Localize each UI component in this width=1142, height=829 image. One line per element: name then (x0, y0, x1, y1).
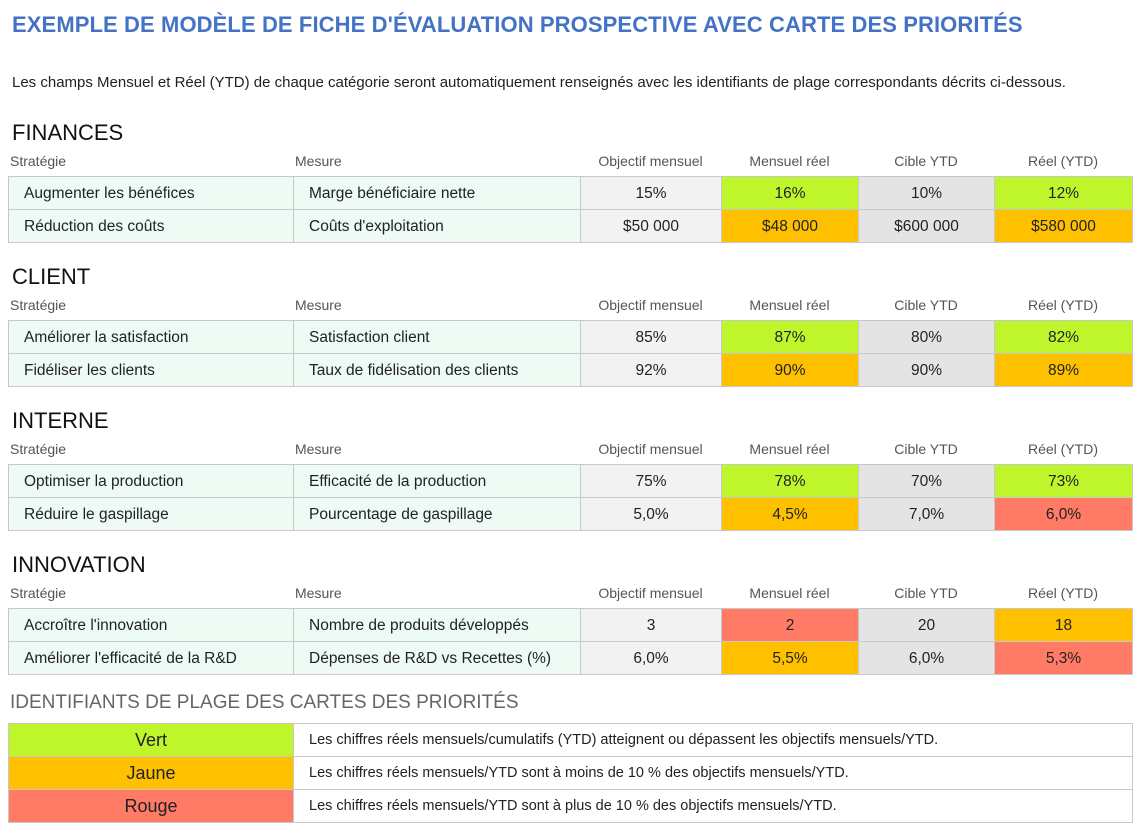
table-cell: $48 000 (721, 209, 859, 243)
table-cell: 6,0% (994, 497, 1133, 531)
legend-description: Les chiffres réels mensuels/YTD sont à p… (293, 789, 1133, 823)
table-cell: Améliorer la satisfaction (8, 320, 294, 354)
table-cell: 75% (580, 464, 722, 498)
table-cell: 78% (721, 464, 859, 498)
column-header: Réel (YTD) (1027, 297, 1098, 313)
section-title: FINANCES (12, 120, 124, 145)
table-cell: 80% (858, 320, 995, 354)
table-cell: Satisfaction client (293, 320, 581, 354)
column-header: Stratégie (10, 585, 67, 601)
table-cell: 3 (580, 608, 722, 642)
table-cell: 70% (858, 464, 995, 498)
table-cell: 82% (994, 320, 1133, 354)
table-cell: 92% (580, 353, 722, 387)
table-cell: Marge bénéficiaire nette (293, 176, 581, 210)
description: Les champs Mensuel et Réel (YTD) de chaq… (12, 74, 1066, 91)
column-header: Objectif mensuel (598, 441, 703, 457)
table-cell: Fidéliser les clients (8, 353, 294, 387)
table-cell: 4,5% (721, 497, 859, 531)
table-cell: 7,0% (858, 497, 995, 531)
table-cell: Optimiser la production (8, 464, 294, 498)
table-cell: Pourcentage de gaspillage (293, 497, 581, 531)
table-cell: 15% (580, 176, 722, 210)
table-cell: 6,0% (858, 641, 995, 675)
column-header: Mensuel réel (749, 441, 830, 457)
column-header: Objectif mensuel (598, 585, 703, 601)
legend-description: Les chiffres réels mensuels/cumulatifs (… (293, 723, 1133, 757)
title: EXEMPLE DE MODÈLE DE FICHE D'ÉVALUATION … (12, 12, 1023, 37)
section-title: CLIENT (12, 264, 91, 289)
table-cell: 73% (994, 464, 1133, 498)
table-cell: 89% (994, 353, 1133, 387)
table-cell: 5,3% (994, 641, 1133, 675)
section-title: INTERNE (12, 408, 109, 433)
column-header: Objectif mensuel (598, 297, 703, 313)
column-header: Objectif mensuel (598, 153, 703, 169)
section-title: INNOVATION (12, 552, 146, 577)
table-cell: Coûts d'exploitation (293, 209, 581, 243)
table-cell: 85% (580, 320, 722, 354)
legend-title: IDENTIFIANTS DE PLAGE DES CARTES DES PRI… (10, 692, 519, 713)
table-cell: Efficacité de la production (293, 464, 581, 498)
column-header: Mensuel réel (749, 153, 830, 169)
table-cell: Augmenter les bénéfices (8, 176, 294, 210)
column-header: Stratégie (10, 441, 67, 457)
table-cell: 6,0% (580, 641, 722, 675)
table-cell: Nombre de produits développés (293, 608, 581, 642)
table-cell: 2 (721, 608, 859, 642)
table-cell: 20 (858, 608, 995, 642)
table-cell: 18 (994, 608, 1133, 642)
table-cell: Dépenses de R&D vs Recettes (%) (293, 641, 581, 675)
table-cell: Réduction des coûts (8, 209, 294, 243)
column-header: Cible YTD (894, 585, 958, 601)
table-cell: 5,5% (721, 641, 859, 675)
legend-label: Vert (8, 723, 294, 757)
column-header: Cible YTD (894, 153, 958, 169)
column-header: Cible YTD (894, 441, 958, 457)
table-cell: Réduire le gaspillage (8, 497, 294, 531)
table-cell: 12% (994, 176, 1133, 210)
table-cell: 90% (721, 353, 859, 387)
legend-description: Les chiffres réels mensuels/YTD sont à m… (293, 756, 1133, 790)
table-cell: 87% (721, 320, 859, 354)
legend-label: Rouge (8, 789, 294, 823)
column-header: Mesure (295, 441, 342, 457)
table-cell: 16% (721, 176, 859, 210)
column-header: Mesure (295, 153, 342, 169)
column-header: Mensuel réel (749, 585, 830, 601)
column-header: Stratégie (10, 297, 67, 313)
column-header: Mesure (295, 297, 342, 313)
column-header: Mensuel réel (749, 297, 830, 313)
column-header: Réel (YTD) (1027, 441, 1098, 457)
column-header: Stratégie (10, 153, 67, 169)
table-cell: $600 000 (858, 209, 995, 243)
legend-label: Jaune (8, 756, 294, 790)
table-cell: 10% (858, 176, 995, 210)
table-cell: Améliorer l'efficacité de la R&D (8, 641, 294, 675)
table-cell: $50 000 (580, 209, 722, 243)
table-cell: 90% (858, 353, 995, 387)
table-cell: Taux de fidélisation des clients (293, 353, 581, 387)
table-cell: $580 000 (994, 209, 1133, 243)
column-header: Cible YTD (894, 297, 958, 313)
column-header: Réel (YTD) (1027, 153, 1098, 169)
table-cell: 5,0% (580, 497, 722, 531)
column-header: Mesure (295, 585, 342, 601)
table-cell: Accroître l'innovation (8, 608, 294, 642)
column-header: Réel (YTD) (1027, 585, 1098, 601)
